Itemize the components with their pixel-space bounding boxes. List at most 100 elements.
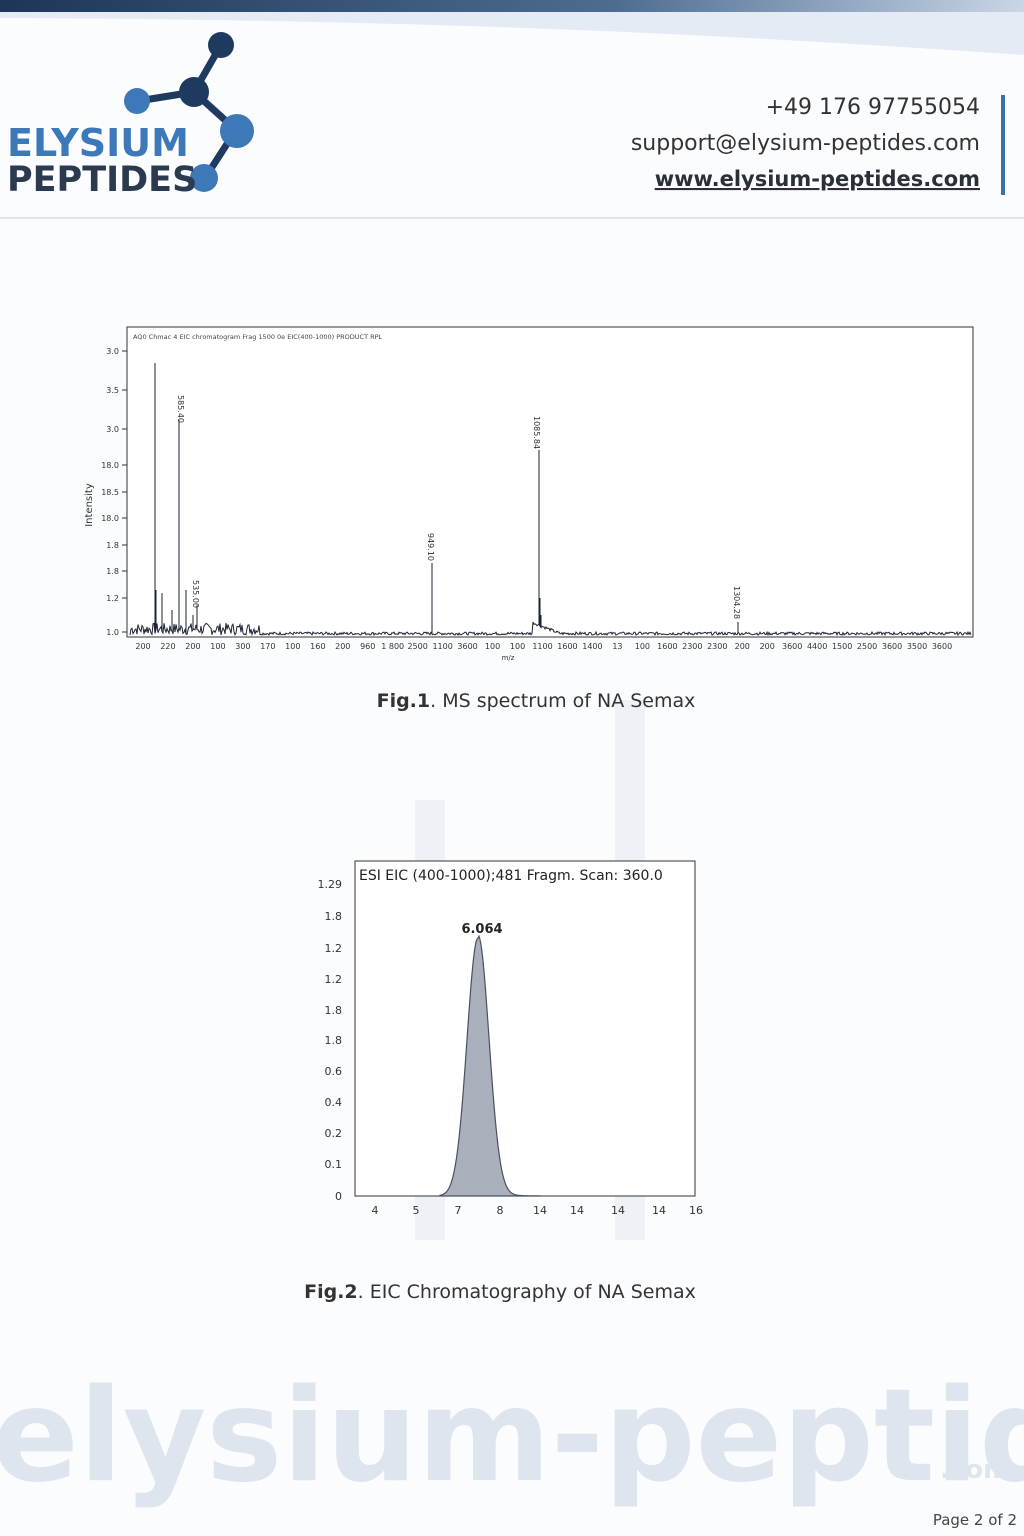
fig1-y-tick-label: 1.2 xyxy=(106,594,119,603)
fig2-y-tick-label: 1.8 xyxy=(325,1004,343,1017)
fig1-x-tick-label: 100 xyxy=(285,642,300,651)
fig1-x-tick-label: 1 800 xyxy=(381,642,404,651)
fig2-y-tick-label: 1.2 xyxy=(325,942,343,955)
fig1-y-label: Intensity xyxy=(84,483,95,527)
fig1-peak-label: 585.40 xyxy=(176,395,185,423)
logo-atom xyxy=(208,32,234,58)
fig1-x-label: m/z xyxy=(502,654,515,662)
fig2-x-tick-label: 14 xyxy=(611,1204,625,1217)
fig2-y-tick-label: 0.4 xyxy=(325,1096,343,1109)
fig1-x-tick-label: 3600 xyxy=(457,642,477,651)
fig1-x-tick-label: 3600 xyxy=(882,642,902,651)
fig1-x-tick-label: 160 xyxy=(310,642,325,651)
fig1-frame xyxy=(126,326,974,638)
fig1-peak-label: 535.00 xyxy=(191,580,200,608)
fig2-peak xyxy=(439,934,541,1197)
fig1-y-tick-label: 1.8 xyxy=(106,541,119,550)
fig2-y-tick-label: 0.2 xyxy=(325,1127,343,1140)
fig1-caption-text: . MS spectrum of NA Semax xyxy=(430,690,695,712)
fig1-x-tick-label: 2500 xyxy=(857,642,877,651)
fig1-y-tick-label: 18.5 xyxy=(101,488,119,497)
fig2-x-tick-label: 5 xyxy=(413,1204,420,1217)
fig1-peak-label: 949.10 xyxy=(426,533,435,561)
fig1-y-tick-label: 18.0 xyxy=(101,514,119,523)
fig1-x-tick-label: 100 xyxy=(635,642,650,651)
logo-atom xyxy=(220,114,254,148)
fig1-x-tick-label: 2300 xyxy=(682,642,702,651)
fig2-y-tick-label: 1.29 xyxy=(318,878,343,891)
fig1-x-tick-label: 200 xyxy=(735,642,750,651)
fig1-x-tick-label: 220 xyxy=(160,642,175,651)
fig2-axes: 1.29 1.8 1.2 1.2 1.8 1.8 0.6 0.4 0.2 0.1 0 4 5 7 8 14 14… xyxy=(318,878,704,1217)
header-accent xyxy=(1001,95,1005,195)
fig1-caption: Fig.1. MS spectrum of NA Semax xyxy=(377,690,696,712)
fig1-spectrum xyxy=(129,363,972,637)
fig1-x-tick-label: 1600 xyxy=(657,642,677,651)
fig2-plot-title: ESI EIC (400-1000);481 Fragm. Scan: 360.… xyxy=(359,868,663,884)
fig1-x-tick-label: 1100 xyxy=(432,642,452,651)
email: support@elysium-peptides.com xyxy=(631,131,980,156)
fig2-x-tick-label: 14 xyxy=(652,1204,666,1217)
fig1-x-tick-label: 170 xyxy=(260,642,275,651)
logo-text: PEPTIDES xyxy=(7,160,197,200)
phone: +49 176 97755054 xyxy=(766,95,980,120)
watermark: elysium-peptides xyxy=(0,1362,1024,1511)
fig1-y-tick-label: 3.0 xyxy=(106,347,119,356)
fig1-x-tick-label: 13 xyxy=(612,642,622,651)
page-number: Page 2 of 2 xyxy=(933,1511,1017,1529)
fig1-x-tick-label: 1100 xyxy=(532,642,552,651)
fig2-caption: Fig.2. EIC Chromatography of NA Semax xyxy=(304,1281,696,1303)
fig2-y-tick-label: 1.2 xyxy=(325,973,343,986)
fig1-plot-title: AQ0 Chmac 4 EIC chromatogram Frag 1500 0… xyxy=(133,333,383,341)
fig1-x-tick-label: 100 xyxy=(485,642,500,651)
fig2-peak-label: 6.064 xyxy=(461,922,502,937)
watermark-suffix: .com xyxy=(940,1455,1010,1485)
fig1-y-tick-label: 3.5 xyxy=(106,386,119,395)
fig2-y-tick-label: 1.8 xyxy=(325,1034,343,1047)
fig2-y-tick-label: 0.1 xyxy=(325,1158,343,1171)
fig1-x-tick-label: 300 xyxy=(235,642,250,651)
fig1-peak-label: 1085.84 xyxy=(532,416,541,449)
fig1-y-tick-label: 3.0 xyxy=(106,425,119,434)
logo-atom xyxy=(179,77,209,107)
fig2-x-tick-label: 16 xyxy=(689,1204,703,1217)
fig1-x-tick-label: 1500 xyxy=(832,642,852,651)
website[interactable]: www.elysium-peptides.com xyxy=(655,167,980,191)
logo-atom xyxy=(190,164,218,192)
fig2-x-tick-label: 8 xyxy=(497,1204,504,1217)
fig1-x-tick-label: 4400 xyxy=(807,642,827,651)
fig1-x-tick-label: 2500 xyxy=(407,642,427,651)
fig1-y-tick-label: 18.0 xyxy=(101,461,119,470)
top-band-light xyxy=(0,0,1024,55)
logo-text: ELYSIUM xyxy=(7,121,189,165)
fig2-caption-label: Fig.2 xyxy=(304,1281,358,1303)
fig2-x-tick-label: 14 xyxy=(570,1204,584,1217)
fig1-x-tick-label: 100 xyxy=(210,642,225,651)
fig1-x-tick-label: 200 xyxy=(760,642,775,651)
fig1-x-tick-label: 3500 xyxy=(907,642,927,651)
fig1-caption-label: Fig.1 xyxy=(377,690,431,712)
fig1-x-tick-label: 2300 xyxy=(707,642,727,651)
fig1-x-tick-label: 200 xyxy=(335,642,350,651)
fig1-x-tick-label: 1600 xyxy=(557,642,577,651)
fig1-axes: 3.0 3.5 3.0 18.0 18.5 18.0 1.8 1.8 1.2 1.0 200 220 2… xyxy=(101,347,952,651)
fig2-y-tick-label: 0.6 xyxy=(325,1065,343,1078)
fig1-x-tick-label: 200 xyxy=(185,642,200,651)
fig1-x-tick-label: 1400 xyxy=(582,642,602,651)
fig1-x-tick-label: 3600 xyxy=(932,642,952,651)
fig2-caption-text: . EIC Chromatography of NA Semax xyxy=(358,1281,696,1303)
fig1-x-tick-label: 100 xyxy=(510,642,525,651)
fig1-peak-label: 1304.28 xyxy=(732,586,741,619)
fig1-x-tick-label: 200 xyxy=(135,642,150,651)
fig2-x-tick-label: 4 xyxy=(372,1204,379,1217)
fig2-x-tick-label: 7 xyxy=(455,1204,462,1217)
fig1-x-tick-label: 960 xyxy=(360,642,375,651)
fig1-y-tick-label: 1.0 xyxy=(106,628,119,637)
fig2-x-tick-label: 14 xyxy=(533,1204,547,1217)
fig2-frame xyxy=(354,860,696,1197)
fig2-y-tick-label: 1.8 xyxy=(325,910,343,923)
fig1-y-tick-label: 1.8 xyxy=(106,567,119,576)
top-bar xyxy=(0,0,1024,12)
